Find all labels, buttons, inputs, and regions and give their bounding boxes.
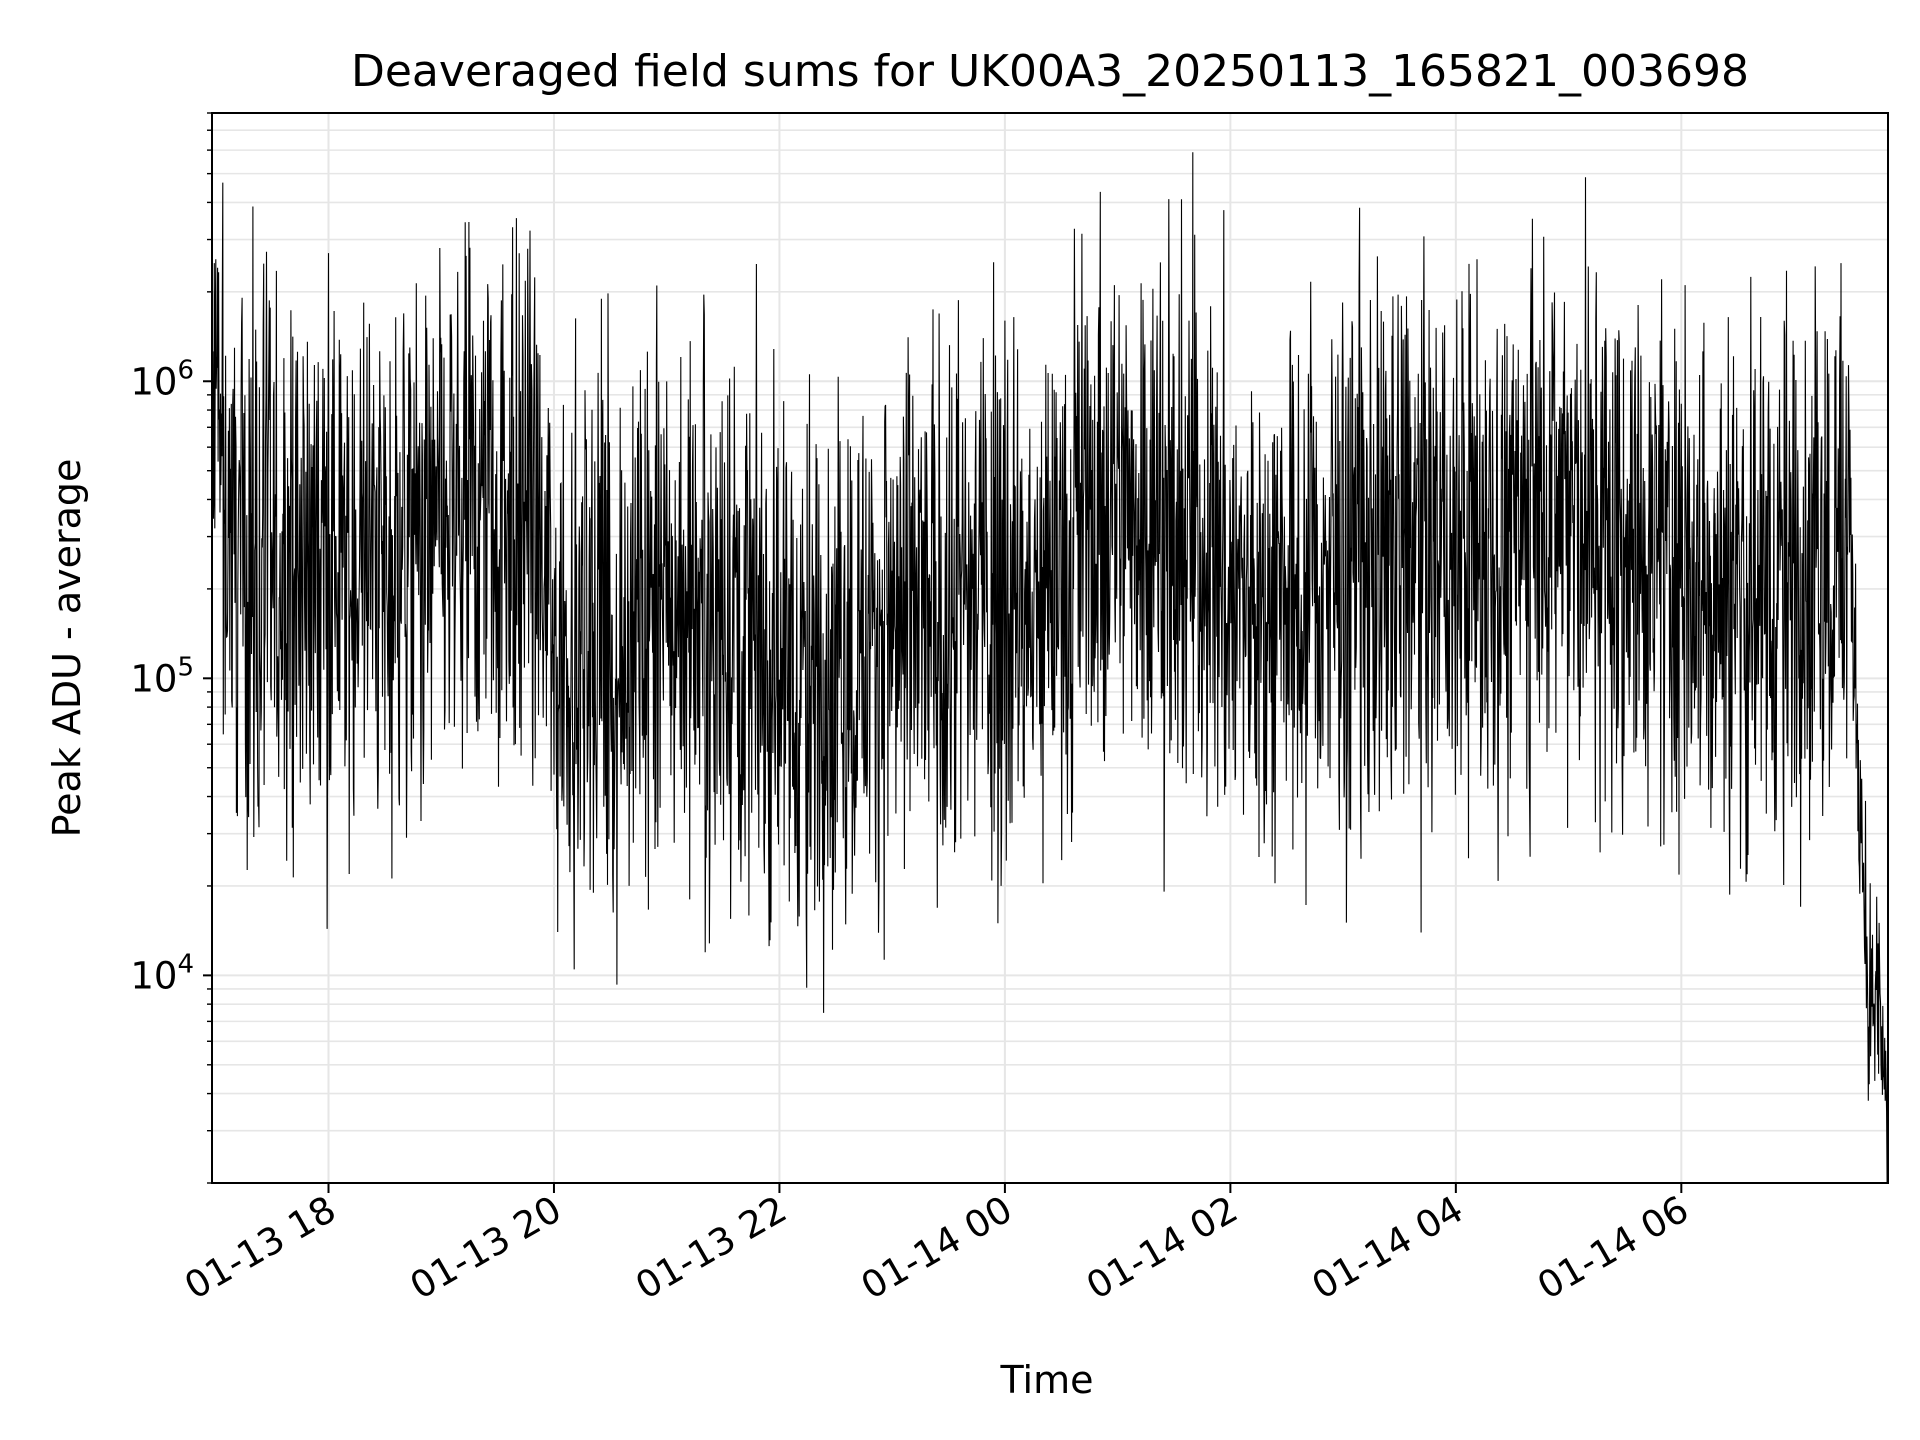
y-tick-label: 105 [130, 652, 194, 700]
plot-frame [211, 112, 1889, 1184]
y-tick-label: 104 [130, 949, 194, 997]
x-axis-label: Time [1000, 1358, 1094, 1402]
y-axis-label: Peak ADU - average [45, 459, 89, 838]
series-line [211, 152, 1889, 1184]
y-tick-label: 106 [130, 355, 194, 403]
chart-title: Deaveraged field sums for UK00A3_2025011… [351, 46, 1749, 97]
series-layer [211, 152, 1889, 1184]
